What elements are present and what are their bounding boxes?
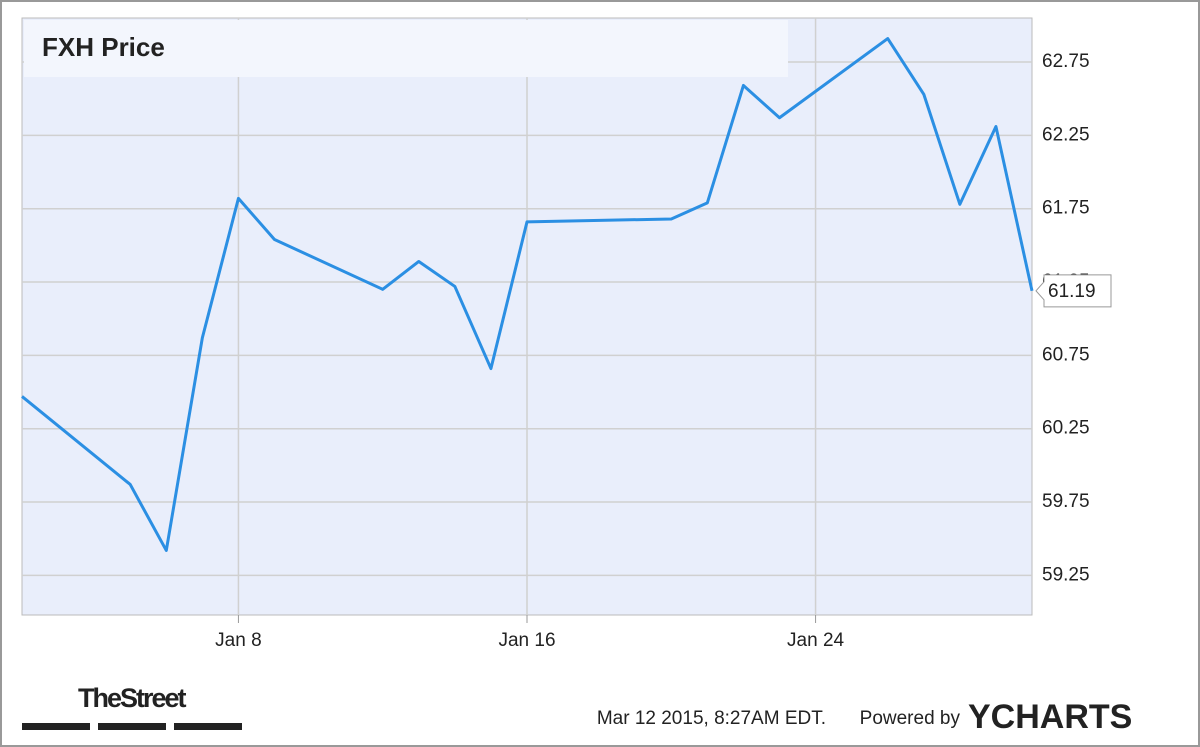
x-tick-label: Jan 24 — [787, 630, 844, 651]
y-tick-label: 59.75 — [1042, 491, 1090, 512]
y-tick-label: 60.75 — [1042, 344, 1090, 365]
x-tick-label: Jan 16 — [498, 630, 555, 651]
y-tick-label: 60.25 — [1042, 418, 1090, 439]
y-tick-label: 62.25 — [1042, 124, 1090, 145]
timestamp: Mar 12 2015, 8:27AM EDT. — [597, 708, 826, 729]
last-value-callout — [1035, 274, 1112, 308]
y-tick-label: 61.75 — [1042, 198, 1090, 219]
title-box — [24, 20, 788, 77]
grid — [22, 18, 1032, 615]
x-tick-label: Jan 8 — [215, 630, 261, 651]
powered-by: Powered by — [860, 708, 961, 729]
brand-bar — [22, 723, 90, 730]
last-value-label: 61.19 — [1048, 281, 1096, 302]
brand-bar — [174, 723, 242, 730]
chart-title: FXH Price — [42, 32, 165, 62]
y-tick-label: 62.75 — [1042, 51, 1090, 72]
y-tick-label: 59.25 — [1042, 564, 1090, 585]
brand: TheStreet — [78, 683, 187, 713]
price-line — [21, 37, 1034, 552]
brand-bar — [98, 723, 166, 730]
ycharts-logo: YCHARTS — [968, 698, 1132, 736]
